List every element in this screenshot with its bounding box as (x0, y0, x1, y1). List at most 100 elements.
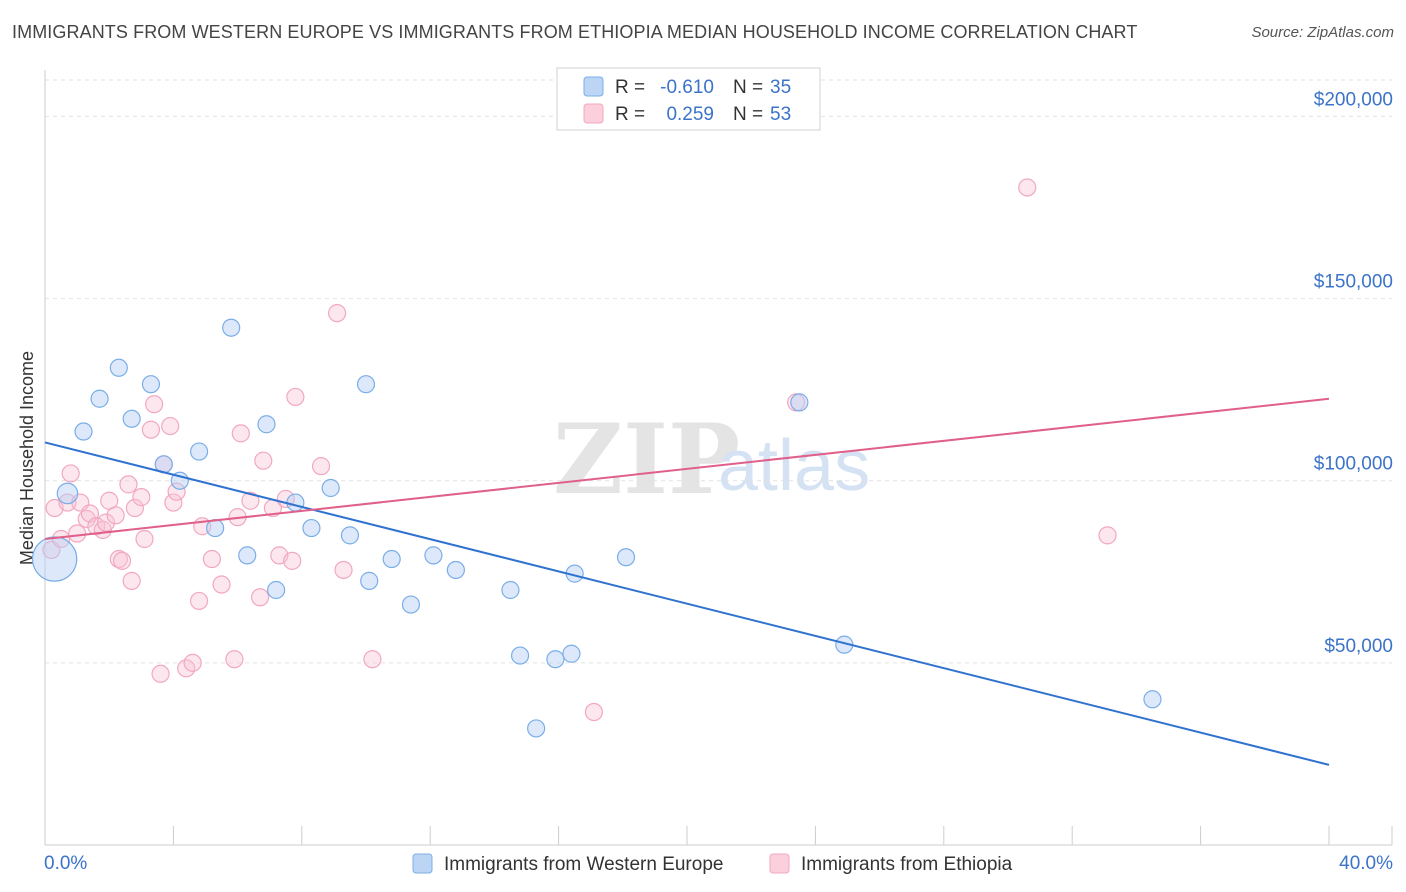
point-ethiopia (77, 509, 96, 529)
y-axis-tick-labels: $50,000 $100,000 $150,000 $200,000 (1314, 89, 1393, 656)
point-ethiopia (61, 464, 80, 483)
legend-r-label-2: R = (615, 104, 645, 125)
series-legend: Immigrants from Western Europe Immigrant… (412, 853, 1013, 875)
point-ethiopia (334, 560, 353, 580)
point-western-europe (616, 548, 636, 567)
point-ethiopia (283, 551, 302, 570)
point-western-europe (222, 318, 241, 337)
point-western-europe (501, 580, 520, 600)
point-western-europe (382, 549, 401, 569)
point-western-europe (790, 393, 809, 412)
trend-line-ethiopia (44, 397, 1330, 540)
legend-swatch-ethiopia (583, 103, 604, 124)
point-ethiopia (164, 493, 183, 512)
point-ethiopia (183, 653, 202, 672)
point-ethiopia (212, 575, 231, 594)
point-ethiopia (58, 493, 77, 512)
point-ethiopia (125, 498, 144, 518)
point-ethiopia (167, 482, 186, 501)
point-ethiopia (151, 664, 170, 683)
point-western-europe (286, 493, 305, 512)
point-western-europe (546, 650, 565, 669)
x-tick-label-min: 0.0% (44, 853, 87, 874)
gridlines (45, 79, 1392, 664)
legend-swatch-western-europe (583, 76, 604, 97)
point-ethiopia (225, 650, 244, 669)
legend-r-value-2: 0.259 (666, 104, 714, 125)
point-western-europe (74, 422, 93, 441)
legend-r-label-1: R = (615, 77, 645, 98)
point-ethiopia (112, 551, 132, 570)
point-western-europe (302, 518, 321, 538)
point-ethiopia (119, 475, 138, 494)
point-western-europe (321, 478, 340, 498)
legend-n-label-1: N = (733, 77, 763, 98)
point-western-europe (527, 719, 546, 738)
point-western-europe (141, 375, 161, 394)
point-western-europe (238, 546, 257, 565)
point-ethiopia (231, 424, 250, 443)
point-ethiopia (328, 304, 347, 323)
y-tick-label: $200,000 (1314, 89, 1393, 110)
point-western-europe (1143, 690, 1162, 709)
point-ethiopia (250, 588, 270, 607)
trend-lines (44, 397, 1330, 766)
point-western-europe (267, 580, 286, 600)
series-legend-label-western-europe: Immigrants from Western Europe (444, 854, 723, 875)
series-legend-label-ethiopia: Immigrants from Ethiopia (801, 854, 1013, 875)
point-western-europe (56, 482, 79, 505)
point-western-europe (562, 644, 581, 663)
x-tick-label-max: 40.0% (1339, 853, 1393, 874)
point-ethiopia (254, 451, 273, 470)
point-western-europe (257, 415, 276, 434)
point-ethiopia (106, 506, 125, 525)
data-points (31, 178, 1162, 738)
point-western-europe (340, 526, 360, 545)
point-ethiopia (584, 702, 604, 722)
point-western-europe (109, 358, 128, 377)
point-western-europe (122, 409, 141, 428)
point-ethiopia (311, 457, 331, 476)
series-legend-swatch-ethiopia (769, 853, 790, 874)
y-tick-label: $100,000 (1314, 454, 1393, 475)
point-western-europe (356, 375, 376, 394)
point-ethiopia (96, 513, 116, 532)
x-axis-ticks (44, 826, 1393, 845)
point-ethiopia (132, 488, 151, 507)
source-credit: Source: ZipAtlas.com (1251, 24, 1394, 41)
point-ethiopia (1018, 178, 1037, 197)
stats-legend: R = -0.610 N = 35 R = 0.259 N = 53 (556, 67, 821, 131)
point-ethiopia (122, 571, 141, 590)
point-western-europe (401, 595, 421, 614)
legend-n-value-2: 53 (770, 104, 791, 125)
point-ethiopia (202, 549, 222, 569)
point-western-europe (189, 442, 209, 461)
point-western-europe (31, 536, 78, 582)
series-legend-swatch-western-europe (412, 853, 433, 874)
watermark-atlas: atlas (718, 426, 870, 506)
point-western-europe (446, 560, 465, 580)
y-tick-label: $150,000 (1314, 272, 1393, 293)
point-western-europe (90, 389, 109, 408)
point-ethiopia (363, 650, 382, 669)
chart-title: IMMIGRANTS FROM WESTERN EUROPE VS IMMIGR… (12, 22, 1138, 42)
point-ethiopia (1098, 526, 1117, 545)
point-ethiopia (145, 395, 164, 414)
legend-r-value-1: -0.610 (660, 77, 714, 98)
point-ethiopia (67, 524, 87, 543)
point-ethiopia (189, 591, 209, 611)
point-ethiopia (135, 529, 154, 549)
point-ethiopia (161, 416, 180, 436)
point-western-europe (510, 646, 530, 665)
point-western-europe (206, 518, 225, 538)
y-axis-title: Median Household Income (17, 351, 37, 565)
trend-line-western-europe (44, 441, 1330, 766)
point-ethiopia (141, 420, 161, 439)
point-western-europe (360, 571, 379, 590)
point-ethiopia (286, 387, 305, 407)
point-western-europe (424, 546, 443, 565)
legend-n-value-1: 35 (770, 77, 791, 98)
legend-n-label-2: N = (733, 104, 763, 125)
y-tick-label: $50,000 (1324, 636, 1393, 657)
